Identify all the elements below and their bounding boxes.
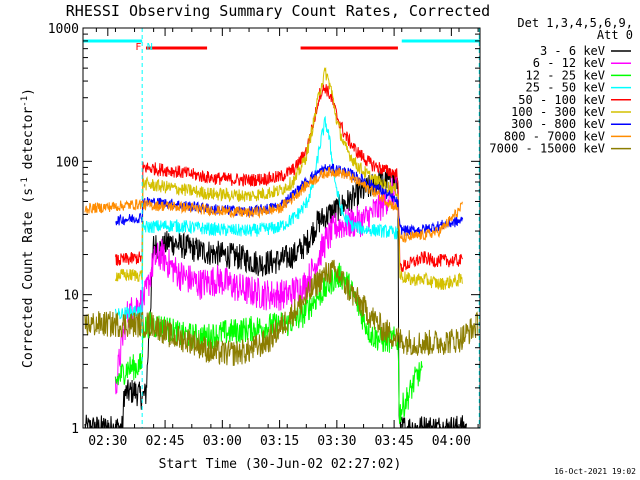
plot-frame [82, 27, 481, 429]
y-axis-label-end: ) [21, 88, 36, 96]
y-axis-label: Corrected Count Rate (s-1 detector-1) [20, 88, 36, 368]
legend-label: 3 - 6 keV [540, 44, 605, 58]
y-tick-label: 1000 [48, 22, 79, 37]
series-line-5 [114, 84, 464, 273]
legend-label: 12 - 25 keV [526, 68, 605, 82]
legend-title-line2: Att 0 [597, 28, 633, 42]
series-line-6 [114, 67, 464, 291]
flag-letter: N [147, 42, 153, 53]
series-line-9 [84, 259, 479, 366]
y-axis-label-main: Corrected Count Rate (s [21, 188, 36, 368]
y-tick-label: 100 [56, 155, 79, 170]
chart-title: RHESSI Observing Summary Count Rates, Co… [66, 2, 490, 20]
legend-label: 25 - 50 keV [526, 81, 605, 95]
series-line-1 [84, 168, 467, 428]
legend-label: 800 - 7000 keV [504, 129, 605, 143]
legend-title-line1: Det 1,3,4,5,6,9, [517, 16, 633, 30]
plot-area [83, 28, 480, 428]
x-tick-label: 03:00 [203, 434, 242, 449]
x-tick-label: 02:45 [146, 434, 185, 449]
legend-label: 7000 - 15000 keV [489, 142, 605, 156]
series-line-2 [114, 173, 399, 395]
y-tick-label: 10 [63, 289, 79, 304]
y-tick-label: 1 [71, 422, 79, 437]
series-line-4 [114, 115, 399, 324]
legend-label: 300 - 800 keV [511, 117, 605, 131]
x-tick-label: 03:45 [375, 434, 414, 449]
y-axis-label-sup2: -1 [20, 96, 30, 107]
x-axis-label: Start Time (30-Jun-02 02:27:02) [159, 457, 402, 472]
flag-letter: F [135, 42, 141, 53]
legend-label: 50 - 100 keV [518, 93, 605, 107]
legend-label: 6 - 12 keV [533, 56, 605, 70]
axes: 1 10 100 1000 02:30 02:45 03:00 03:15 03:30 03:45… [48, 22, 480, 449]
y-axis-label-mid: detector [21, 107, 36, 178]
y-axis-label-sup1: -1 [20, 177, 30, 188]
legend-label: 100 - 300 keV [511, 105, 605, 119]
x-tick-label: 03:30 [317, 434, 356, 449]
x-tick-label: 03:15 [260, 434, 299, 449]
series-line-8 [84, 167, 463, 243]
footer-timestamp: 16-Oct-2021 19:02 [554, 467, 636, 476]
x-tick-label: 02:30 [88, 434, 127, 449]
x-tick-label: 04:00 [432, 434, 471, 449]
